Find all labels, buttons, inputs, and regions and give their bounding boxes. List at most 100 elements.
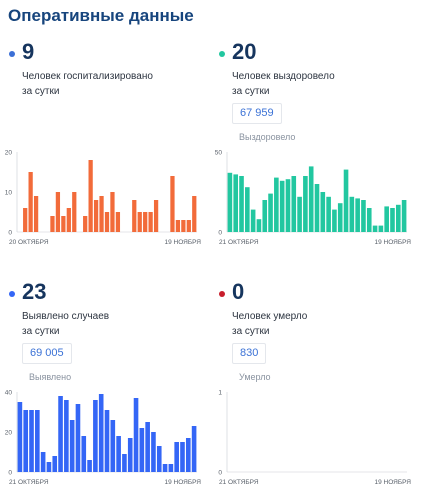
- y-tick-label: 20: [5, 430, 13, 437]
- bar: [239, 176, 244, 232]
- bar: [35, 410, 40, 472]
- detected-header: 23: [5, 279, 205, 308]
- status-dot-icon: [219, 51, 225, 57]
- bar: [384, 206, 389, 232]
- bar: [23, 410, 29, 472]
- bar: [81, 436, 87, 472]
- bar: [127, 438, 133, 472]
- hospitalized-bar-chart: 0 10 20 20 ОКТЯБРЯ 19 НОЯБРЯ: [5, 150, 202, 247]
- bar: [191, 426, 197, 472]
- bar: [320, 192, 326, 232]
- recovered-total-badge: 67 959: [232, 103, 282, 124]
- recovered-count: 20: [232, 39, 257, 64]
- bar: [186, 220, 191, 232]
- hospitalized-count: 9: [22, 39, 35, 64]
- detected-total-badge: 69 005: [22, 343, 72, 364]
- bar: [28, 172, 33, 232]
- bar: [390, 208, 395, 232]
- y-tick-label: 40: [5, 390, 13, 397]
- bar: [156, 446, 162, 472]
- bar: [268, 193, 273, 232]
- hospitalized-header: 9: [5, 39, 205, 68]
- bar: [99, 196, 104, 232]
- x-start-label: 21 ОКТЯБРЯ: [219, 479, 259, 486]
- y-tick-label: 10: [5, 190, 13, 197]
- description-line: за сутки: [22, 326, 60, 337]
- y-tick-label: 1: [218, 390, 222, 397]
- bar: [93, 400, 98, 472]
- hospitalized-description: Человек госпитализировано за сутки: [22, 69, 197, 99]
- status-dot-icon: [9, 51, 15, 57]
- recovered-bar-chart: 0 50 21 ОКТЯБРЯ 19 НОЯБРЯ: [215, 150, 412, 247]
- x-end-label: 19 НОЯБРЯ: [375, 239, 412, 246]
- bar: [58, 396, 63, 472]
- bar: [170, 176, 175, 232]
- y-tick-label: 0: [218, 470, 222, 477]
- bar: [29, 410, 34, 472]
- bar: [366, 208, 372, 232]
- description-line: Выявлено случаев: [22, 311, 110, 322]
- bar: [93, 200, 99, 232]
- status-dot-icon: [219, 291, 225, 297]
- x-end-label: 19 НОЯБРЯ: [165, 239, 202, 246]
- y-tick-label: 0: [8, 470, 12, 477]
- x-start-label: 21 ОКТЯБРЯ: [219, 239, 259, 246]
- y-tick-label: 50: [215, 150, 223, 157]
- bar: [332, 209, 337, 232]
- deaths-total-badge: 830: [232, 343, 267, 364]
- bar: [162, 464, 168, 472]
- bar: [355, 198, 360, 232]
- bar: [337, 203, 343, 232]
- description-line: Человек выздоровело: [232, 71, 335, 82]
- bar: [174, 442, 179, 472]
- bar: [372, 225, 378, 232]
- bar: [245, 187, 250, 232]
- bar: [110, 420, 116, 472]
- bar: [122, 454, 127, 472]
- deaths-total-label: Умерло: [239, 372, 271, 382]
- bar: [227, 172, 233, 232]
- bar: [83, 216, 88, 232]
- bar: [110, 192, 115, 232]
- deaths-header: 0: [215, 279, 415, 308]
- status-dot-icon: [9, 291, 15, 297]
- bar: [361, 200, 366, 232]
- y-tick-label: 0: [8, 230, 12, 237]
- y-tick-label: 0: [218, 230, 222, 237]
- bar: [285, 179, 291, 232]
- description-line: Человек госпитализировано: [22, 71, 153, 82]
- bar: [50, 216, 55, 232]
- bar: [69, 420, 75, 472]
- detected-description: Выявлено случаев за сутки: [22, 309, 197, 339]
- bar: [115, 212, 121, 232]
- bar: [291, 176, 297, 232]
- recovered-description: Человек выздоровело за сутки: [232, 69, 407, 99]
- detected-bar-chart: 0 20 40 21 ОКТЯБРЯ 19 НОЯБРЯ: [5, 390, 202, 487]
- bar: [137, 212, 142, 232]
- bar: [297, 196, 302, 232]
- bar: [148, 212, 153, 232]
- bar: [395, 204, 401, 232]
- bar: [33, 196, 39, 232]
- deaths-panel: 0 Человек умерло за сутки 830 Умерло 0 1 2…: [215, 279, 425, 500]
- bar: [262, 200, 268, 232]
- deaths-count: 0: [232, 279, 245, 304]
- bar: [145, 422, 150, 472]
- bar: [308, 166, 314, 232]
- recovered-header: 20: [215, 39, 415, 68]
- bar: [40, 452, 46, 472]
- bar: [250, 209, 256, 232]
- bar: [279, 180, 285, 232]
- description-line: за сутки: [232, 86, 270, 97]
- deaths-description: Человек умерло за сутки: [232, 309, 407, 339]
- bar: [181, 220, 186, 232]
- bar: [378, 225, 384, 232]
- bar: [151, 432, 156, 472]
- description-line: за сутки: [232, 326, 270, 337]
- detected-total-label: Выявлено: [29, 372, 72, 382]
- bar: [72, 192, 77, 232]
- bar: [175, 220, 181, 232]
- bar: [87, 460, 92, 472]
- x-end-label: 19 НОЯБРЯ: [165, 479, 202, 486]
- detected-count: 23: [22, 279, 47, 304]
